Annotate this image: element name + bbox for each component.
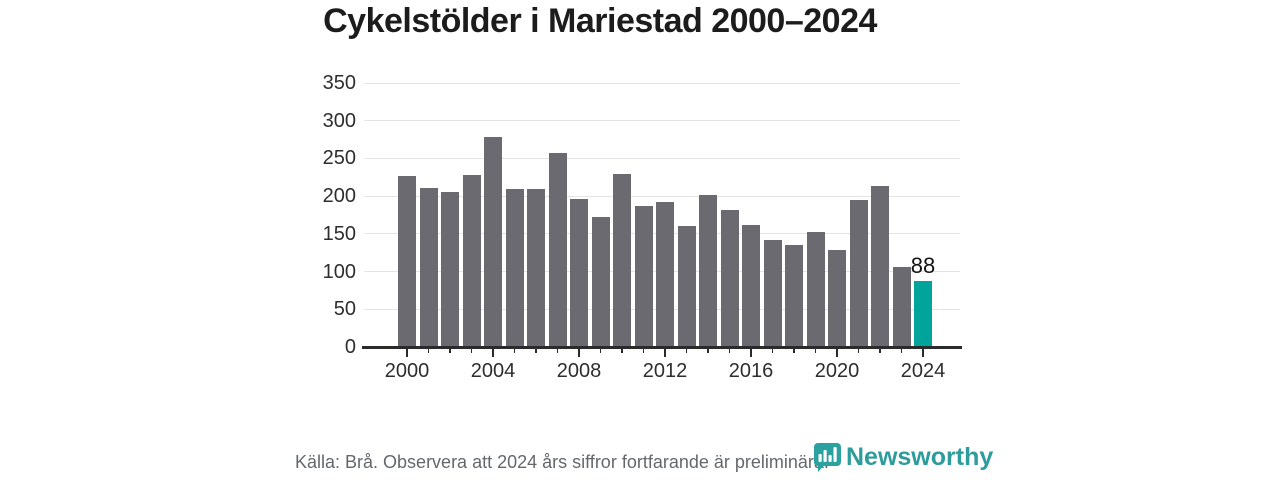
bar-2024[interactable] [914,281,932,347]
x-axis-label: 2004 [470,360,516,382]
bar-2017[interactable] [763,240,782,347]
bar-2002[interactable] [441,192,459,347]
major-tick [492,348,494,357]
x-axis-label: 2024 [900,360,946,382]
gridline [364,157,960,159]
x-axis-label: 2020 [814,360,860,382]
gridline [364,120,960,122]
major-tick [578,348,580,357]
minor-tick [685,348,688,353]
minor-tick [814,348,817,353]
major-tick [836,348,838,357]
bar-2008[interactable] [570,199,588,347]
bar-2005[interactable] [505,189,524,347]
minor-tick [621,348,623,353]
bar-2020[interactable] [828,250,846,347]
bar-2007[interactable] [548,153,567,347]
bar-value-label: 88 [910,253,936,278]
bar-2023[interactable] [892,267,911,347]
bar-2016[interactable] [742,225,760,347]
newsworthy-wordmark: Newsworthy [846,443,994,471]
major-tick [406,348,408,357]
bar-2006[interactable] [527,189,545,347]
y-axis-label: 50 [333,298,356,321]
y-axis-label: 0 [344,336,356,358]
bar-2022[interactable] [871,186,889,347]
bar-2000[interactable] [398,176,416,347]
bar-2010[interactable] [613,174,631,347]
x-axis-label: 2012 [642,360,688,382]
newsworthy-logo[interactable]: Newsworthy [813,442,993,473]
minor-tick [642,348,645,353]
bar-2015[interactable] [720,210,739,347]
source-note: Källa: Brå. Observera att 2024 års siffr… [295,452,829,472]
y-axis-label: 100 [322,260,356,283]
minor-tick [449,348,451,353]
minor-tick [879,348,881,353]
x-axis-label: 2008 [556,360,602,382]
x-axis-label: 2016 [728,360,774,382]
minor-tick [470,348,473,353]
major-tick [664,348,666,357]
minor-tick [771,348,774,353]
y-axis-label: 200 [322,185,356,208]
chart-title: Cykelstölder i Mariestad 2000–2024 [323,2,877,40]
bar-2013[interactable] [677,226,696,347]
bar-2012[interactable] [656,202,674,347]
bar-2003[interactable] [462,175,481,347]
bar-2019[interactable] [806,232,825,347]
major-tick [750,348,752,357]
minor-tick [599,348,602,353]
minor-tick [535,348,537,353]
y-axis-label: 350 [322,72,356,94]
x-axis-label: 2000 [384,360,430,382]
bar-2021[interactable] [849,200,868,347]
bar-2018[interactable] [785,245,803,347]
gridline [364,82,960,84]
minor-tick [427,348,430,353]
bar-2001[interactable] [419,188,438,347]
minor-tick [793,348,795,353]
minor-tick [728,348,731,353]
bar-2011[interactable] [634,206,653,347]
major-tick [922,348,924,357]
bar-2004[interactable] [484,137,502,347]
y-axis-label: 250 [322,147,356,170]
y-axis-label: 300 [322,109,356,132]
minor-tick [556,348,559,353]
minor-tick [707,348,709,353]
minor-tick [857,348,860,353]
y-axis-label: 150 [322,222,356,245]
x-axis-line [362,346,962,349]
minor-tick [900,348,903,353]
bar-2009[interactable] [591,217,610,347]
minor-tick [513,348,516,353]
newsworthy-logo-icon [814,443,841,472]
gridline [364,195,960,197]
bar-2014[interactable] [699,195,717,347]
